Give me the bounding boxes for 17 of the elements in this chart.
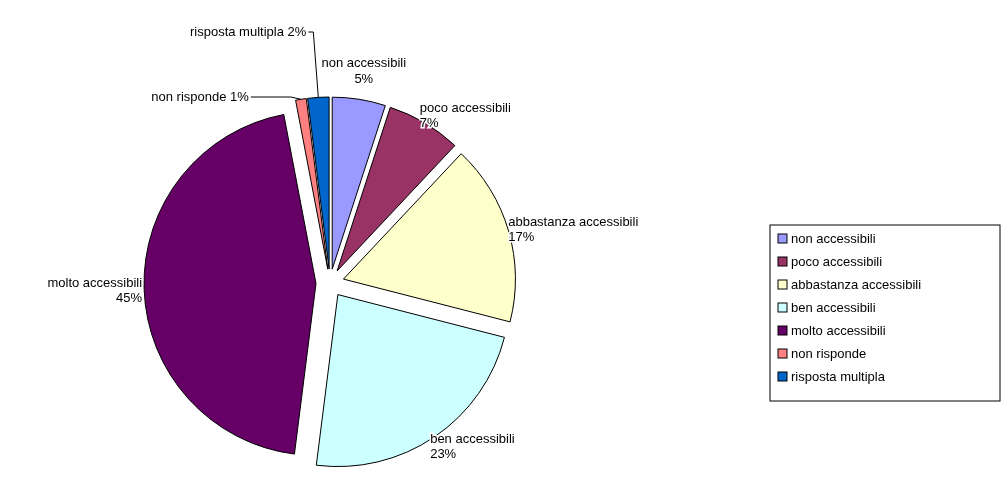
slice-label: poco accessibili [419,99,511,115]
data-label: 45% [116,290,143,306]
slice-label: ben accessibili [430,430,515,446]
legend-label: ben accessibili [791,300,876,315]
legend-label: molto accessibili [791,323,886,338]
category-label: non risponde 1% [151,89,249,104]
data-label: 5% [354,70,374,86]
legend-label: non risponde [791,346,867,361]
slice-label: non accessibili [321,55,407,71]
legend-label: abbastanza accessibili [791,277,922,292]
category-label: risposta multipla 2% [189,24,307,39]
slice-label: molto accessibili [47,274,143,290]
legend-label: risposta multipla [791,369,886,384]
legend-label: non accessibili [791,231,876,246]
slice-label: abbastanza accessibili [508,213,639,229]
data-label: 23% [430,446,457,462]
legend-label: poco accessibili [791,254,883,269]
